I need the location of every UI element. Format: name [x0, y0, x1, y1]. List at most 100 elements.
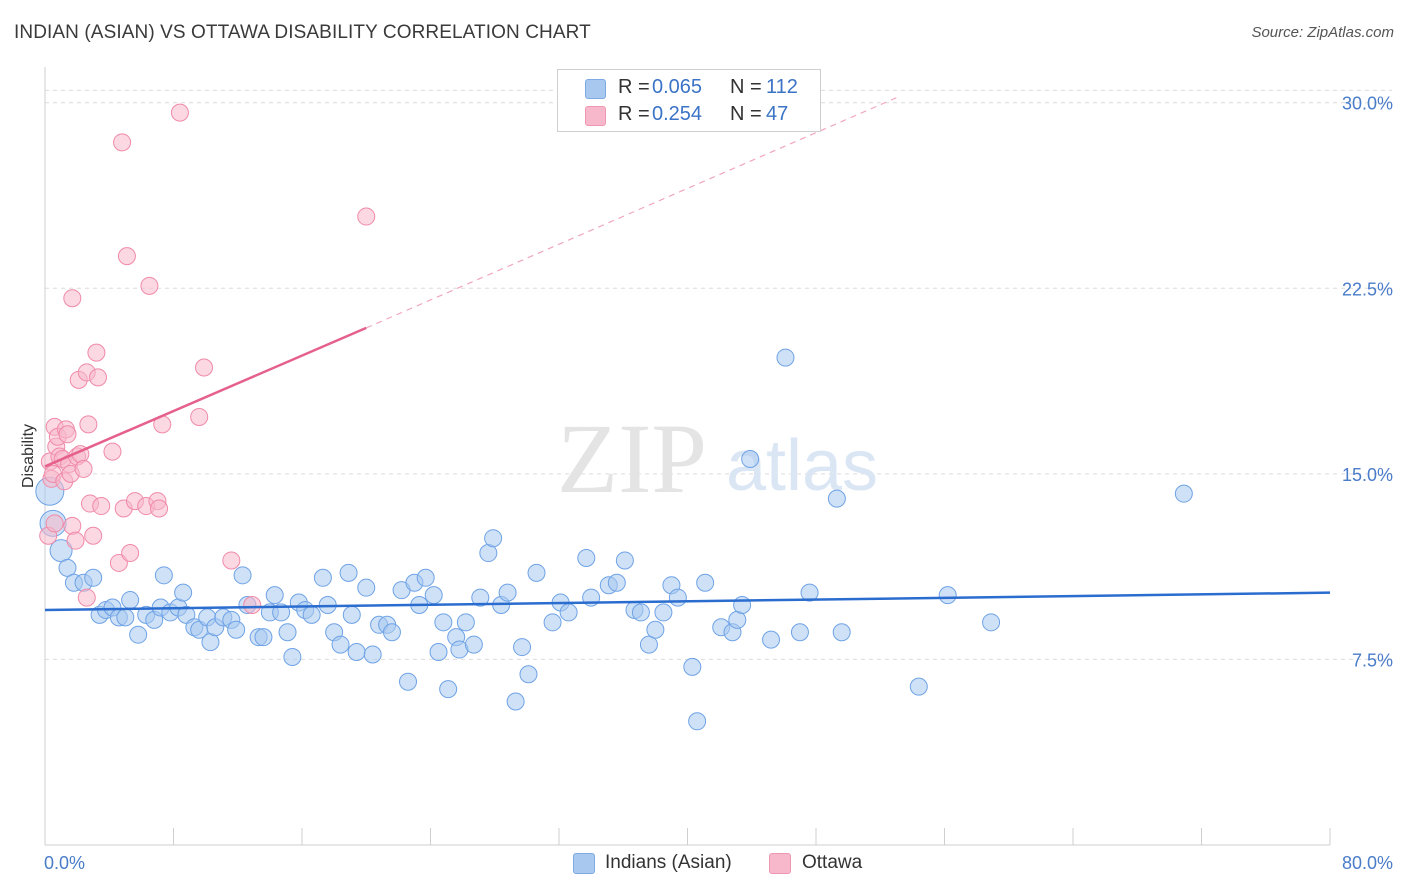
ottawa-point — [89, 368, 108, 387]
indians-point — [313, 568, 332, 587]
legend-swatch-indians — [573, 853, 595, 874]
indians-point — [434, 613, 453, 632]
ottawa-point — [113, 133, 132, 152]
indians-point — [84, 568, 103, 587]
legend-row-indians: R = 0.065 N = 112 — [558, 75, 820, 101]
ottawa-point — [243, 596, 262, 615]
legend-swatch-ottawa — [769, 853, 791, 874]
indians-point — [790, 623, 809, 642]
tick-labels: 7.5% 15.0% 22.5% 30.0% 0.0% 80.0% — [44, 94, 1393, 873]
indians-point — [938, 586, 957, 605]
ottawa-point — [195, 358, 214, 377]
indians-point — [424, 586, 443, 605]
indians-point — [382, 623, 401, 642]
chart-title: INDIAN (ASIAN) VS OTTAWA DISABILITY CORR… — [14, 22, 591, 43]
legend-r-value: 0.254 — [652, 103, 703, 125]
indians-point — [513, 638, 532, 657]
ottawa-point — [357, 207, 376, 226]
ottawa-point — [66, 531, 85, 550]
watermark-zip: ZIP — [557, 403, 707, 514]
indians-point — [762, 630, 781, 649]
x-tick-label: 80.0% — [1342, 853, 1393, 873]
ottawa-point — [63, 289, 82, 308]
indians-point — [909, 677, 928, 696]
indians-point — [668, 588, 687, 607]
x-tick-label: 0.0% — [44, 853, 85, 873]
indians-point — [357, 578, 376, 597]
legend-label-ottawa: Ottawa — [802, 852, 863, 873]
ottawa-point — [140, 276, 159, 295]
legend-label-indians: Indians (Asian) — [605, 852, 732, 873]
ottawa-point — [92, 497, 111, 516]
indians-point — [982, 613, 1001, 632]
indians-point — [776, 348, 795, 367]
indians-point — [331, 635, 350, 654]
indians-point — [439, 680, 458, 699]
legend-swatch-indians — [585, 79, 606, 99]
indians-point — [227, 620, 246, 639]
indians-point — [506, 692, 525, 711]
indians-point — [272, 603, 291, 622]
indians-point — [832, 623, 851, 642]
legend-r-value: 0.065 — [652, 76, 703, 98]
indians-point — [429, 643, 448, 662]
indians-point — [464, 635, 483, 654]
indians-point — [265, 586, 284, 605]
legend-swatch-ottawa — [585, 106, 606, 126]
legend-n-value: 47 — [766, 103, 789, 125]
indians-point — [543, 613, 562, 632]
ottawa-point — [150, 499, 169, 518]
indians-point — [339, 563, 358, 582]
indians-point — [233, 566, 252, 585]
source-credit: Source: ZipAtlas.com — [1251, 24, 1394, 41]
indians-point — [800, 583, 819, 602]
ottawa-trend-line — [44, 326, 367, 468]
indians-point — [498, 583, 517, 602]
ottawa-point — [87, 343, 106, 362]
indians-point — [827, 489, 846, 508]
indians-point — [527, 563, 546, 582]
trend-lines — [44, 97, 1331, 612]
ottawa-point — [190, 407, 209, 426]
indians-point — [347, 643, 366, 662]
indians-point — [1174, 484, 1193, 503]
indians-point — [688, 712, 707, 731]
indians-point — [49, 539, 73, 563]
ottawa-point — [84, 526, 103, 545]
indians-point — [416, 568, 435, 587]
indians-point — [121, 591, 140, 610]
indians-point — [278, 623, 297, 642]
indians-trend-line — [44, 591, 1331, 612]
ottawa-point — [103, 442, 122, 461]
legend-n-label: N = — [730, 76, 762, 98]
y-tick-label: 7.5% — [1352, 650, 1393, 670]
y-tick-label: 22.5% — [1342, 279, 1393, 299]
indians-point — [154, 566, 173, 585]
ottawa-point — [117, 247, 136, 266]
indians-point — [129, 625, 148, 644]
indians-point — [116, 608, 135, 627]
ottawa-point — [79, 415, 98, 434]
indians-point — [696, 573, 715, 592]
indians-point — [484, 529, 503, 548]
indians-point — [342, 605, 361, 624]
stats-legend: R = 0.065 N = 112 R = 0.254 N = 47 — [557, 69, 821, 132]
indians-point — [174, 583, 193, 602]
y-axis-label: Disability — [20, 424, 37, 488]
ottawa-point — [222, 551, 241, 570]
indians-point — [471, 588, 490, 607]
indians-point — [363, 645, 382, 664]
indians-point — [283, 647, 302, 666]
indians-point — [607, 573, 626, 592]
indians-point — [399, 672, 418, 691]
indians-point — [577, 548, 596, 567]
scatter-series — [35, 103, 1193, 731]
indians-point — [559, 603, 578, 622]
y-tick-label: 30.0% — [1342, 94, 1393, 114]
indians-point — [733, 596, 752, 615]
ottawa-trend-extension — [366, 97, 897, 329]
indians-point — [683, 657, 702, 676]
indians-point — [654, 603, 673, 622]
indians-point — [254, 628, 273, 647]
ottawa-point — [74, 459, 93, 478]
